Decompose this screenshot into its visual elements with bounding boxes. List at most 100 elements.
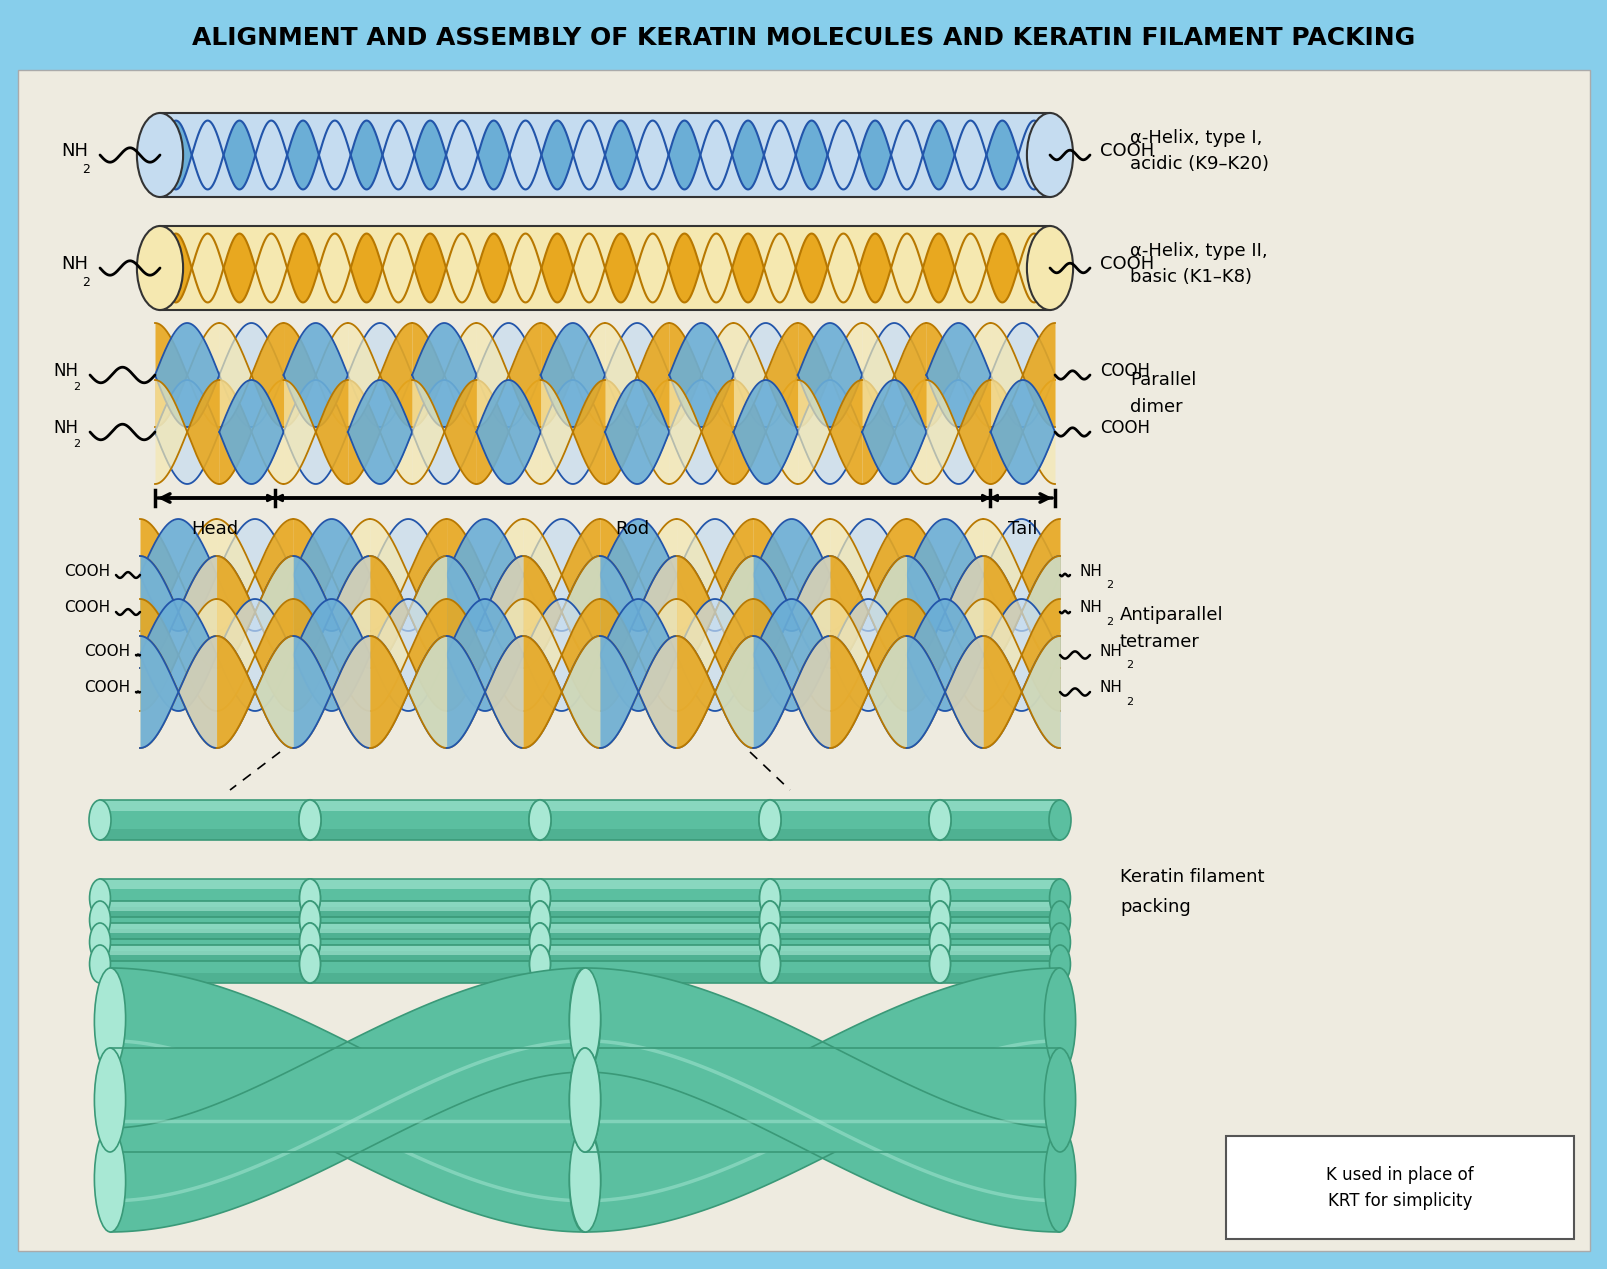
- Text: NH: NH: [53, 362, 79, 379]
- Text: 2: 2: [1106, 617, 1112, 627]
- Ellipse shape: [569, 1128, 601, 1232]
- Ellipse shape: [299, 901, 320, 939]
- Bar: [100, 923, 310, 961]
- Ellipse shape: [529, 945, 550, 983]
- Ellipse shape: [929, 923, 950, 961]
- Ellipse shape: [529, 901, 550, 939]
- Bar: [100, 799, 310, 840]
- Bar: [310, 972, 540, 983]
- Text: NH: NH: [1099, 680, 1122, 695]
- Bar: [310, 923, 540, 934]
- Text: 2: 2: [1125, 697, 1133, 707]
- Text: Antiparallel
tetramer: Antiparallel tetramer: [1120, 607, 1223, 651]
- Bar: [540, 879, 770, 890]
- Text: NH: NH: [1099, 643, 1122, 659]
- Ellipse shape: [299, 923, 320, 961]
- Text: COOH: COOH: [1099, 362, 1149, 379]
- Text: COOH: COOH: [64, 600, 109, 615]
- Bar: [770, 879, 940, 917]
- Ellipse shape: [88, 799, 111, 840]
- Ellipse shape: [929, 879, 950, 917]
- Bar: [161, 113, 1049, 197]
- Text: 2: 2: [72, 382, 80, 392]
- Text: ALIGNMENT AND ASSEMBLY OF KERATIN MOLECULES AND KERATIN FILAMENT PACKING: ALIGNMENT AND ASSEMBLY OF KERATIN MOLECU…: [193, 25, 1414, 49]
- Bar: [310, 879, 540, 890]
- Text: Rod: Rod: [615, 520, 649, 538]
- Bar: [770, 923, 940, 934]
- Bar: [540, 901, 770, 911]
- Bar: [100, 923, 310, 934]
- Bar: [100, 945, 310, 983]
- Bar: [100, 901, 310, 939]
- Bar: [540, 901, 770, 939]
- Ellipse shape: [299, 799, 321, 840]
- Bar: [100, 829, 310, 840]
- Bar: [540, 799, 770, 840]
- Bar: [770, 950, 940, 961]
- Bar: [540, 945, 770, 983]
- Bar: [0, 0, 1607, 69]
- Bar: [540, 923, 770, 934]
- Ellipse shape: [529, 879, 550, 917]
- Polygon shape: [109, 968, 585, 1232]
- Ellipse shape: [929, 799, 950, 840]
- Bar: [770, 929, 940, 939]
- Ellipse shape: [1043, 1128, 1075, 1232]
- Bar: [940, 799, 1059, 840]
- Bar: [770, 879, 940, 890]
- Text: 2: 2: [1125, 660, 1133, 670]
- Ellipse shape: [299, 799, 321, 840]
- Bar: [940, 923, 1059, 961]
- FancyBboxPatch shape: [1225, 1136, 1573, 1239]
- Ellipse shape: [929, 879, 950, 917]
- Text: K used in place of
KRT for simplicity: K used in place of KRT for simplicity: [1326, 1166, 1474, 1211]
- Ellipse shape: [929, 901, 950, 939]
- Ellipse shape: [137, 226, 183, 310]
- Ellipse shape: [90, 945, 111, 983]
- Text: COOH: COOH: [1099, 419, 1149, 437]
- Ellipse shape: [759, 799, 781, 840]
- Bar: [161, 226, 1049, 310]
- Ellipse shape: [929, 799, 950, 840]
- Bar: [540, 929, 770, 939]
- Ellipse shape: [299, 945, 320, 983]
- Text: α-Helix, type II,
basic (K1–K8): α-Helix, type II, basic (K1–K8): [1130, 242, 1266, 287]
- Bar: [940, 945, 1059, 983]
- Bar: [770, 829, 940, 840]
- Bar: [310, 923, 540, 961]
- Ellipse shape: [90, 901, 111, 939]
- Ellipse shape: [759, 945, 779, 983]
- Text: COOH: COOH: [1099, 142, 1154, 160]
- Bar: [940, 829, 1059, 840]
- Text: COOH: COOH: [84, 643, 130, 659]
- Text: NH: NH: [53, 419, 79, 437]
- Bar: [100, 906, 310, 917]
- Bar: [310, 799, 540, 840]
- Bar: [310, 901, 540, 911]
- Text: NH: NH: [61, 142, 88, 160]
- Ellipse shape: [529, 879, 550, 917]
- Ellipse shape: [929, 945, 950, 983]
- Ellipse shape: [569, 1128, 601, 1232]
- Bar: [770, 972, 940, 983]
- Bar: [310, 879, 540, 917]
- Ellipse shape: [759, 879, 779, 917]
- Bar: [940, 879, 1059, 890]
- Ellipse shape: [929, 945, 950, 983]
- Bar: [100, 799, 310, 811]
- Bar: [540, 799, 770, 811]
- Bar: [540, 829, 770, 840]
- Bar: [540, 906, 770, 917]
- Polygon shape: [585, 1048, 1059, 1152]
- Ellipse shape: [299, 879, 320, 917]
- Text: Parallel
dimer: Parallel dimer: [1130, 372, 1196, 416]
- Ellipse shape: [529, 799, 551, 840]
- Ellipse shape: [759, 945, 779, 983]
- Ellipse shape: [569, 1048, 601, 1152]
- Bar: [100, 901, 310, 911]
- Ellipse shape: [569, 1048, 601, 1152]
- Text: COOH: COOH: [64, 563, 109, 579]
- Ellipse shape: [95, 968, 125, 1072]
- Bar: [770, 945, 940, 956]
- Ellipse shape: [569, 968, 601, 1072]
